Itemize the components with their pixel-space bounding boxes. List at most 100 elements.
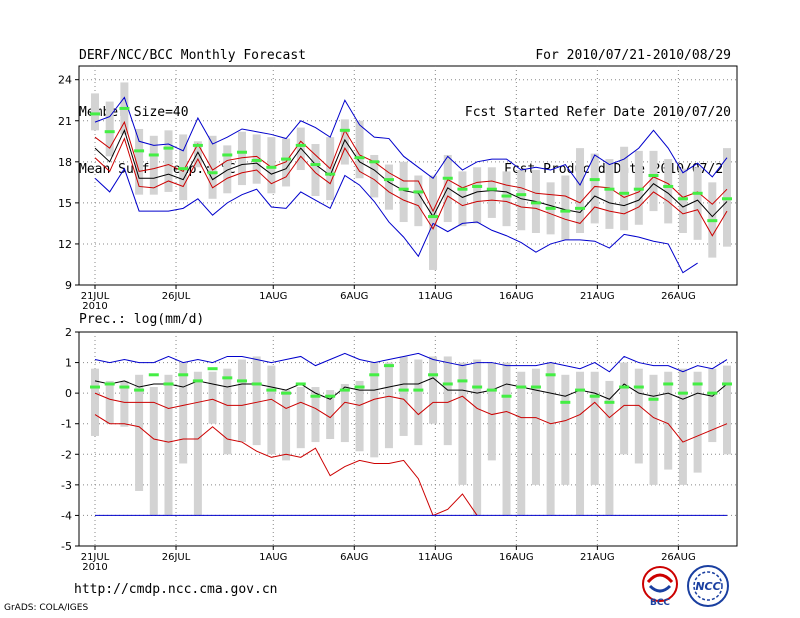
prec-member-box [487,362,496,461]
grads-credit: GrADS: COLA/IGES [4,603,89,613]
prec-xtick-label: 16AUG [499,552,534,563]
prec-member-box [105,380,114,424]
temp-ensemble-mean [94,128,728,218]
prec-member-box [384,362,393,449]
temp-member-box [590,153,599,224]
prec-ytick-label: -4 [61,509,72,522]
temp-member-box [135,128,144,195]
temp-member-box [576,148,585,233]
prec-frame [78,331,738,547]
prec-member-box [473,359,482,516]
temp-member-box [208,135,217,199]
prec-member-box [237,359,246,443]
prec-member-box [120,380,129,427]
prec-xtick-label: 1AUG [259,552,287,563]
temp-member-box [164,130,173,192]
prec-member-box [708,368,717,443]
prec-member-box [531,368,540,485]
temp-ytick-label: 21 [58,115,72,128]
prec-member-box [723,365,731,455]
prec-member-box [355,380,364,452]
prec-member-box [340,383,349,443]
prec-member-box [179,362,188,464]
temp-ytick-label: 12 [58,238,72,251]
chart-title: DERF/NCC/BCC Monthly Forecast [79,48,306,63]
temp-frame [78,65,738,286]
prec-member-box [576,371,585,516]
member-size-label: Member Size=40 [79,105,189,120]
temp-member-box [223,145,232,194]
ncc-logo-text: NCC [695,580,720,593]
prec-member-box [193,371,202,516]
prec-ytick-label: -5 [61,540,72,553]
start-refer-date: Fcst Started Refer Date 2010/07/20 [464,105,731,120]
prec-ensemble-mean [94,377,728,400]
prec-member-box [149,387,158,516]
temp-member-box [620,146,629,231]
temp-member-box [693,167,702,240]
prec-xtick-label: 11AUG [418,552,453,563]
prec-member-box [502,362,511,516]
temp-member-box [458,171,467,227]
prec-member-box [282,390,291,461]
temp-envelope-bottom [94,167,698,274]
prec-member-box [546,362,555,516]
temp-member-box [193,141,202,168]
temp-member-box [678,168,687,233]
prec-panel-title: Prec.: log(mm/d) [79,312,204,327]
temp-member-box [502,171,511,227]
bcc-logo-icon: BCC [642,566,678,608]
temp-member-box [473,167,482,224]
prec-member-box [458,362,467,485]
temp-xtick-label: 26AUG [661,291,696,302]
source-url[interactable]: http://cmdp.ncc.cma.gov.cn [74,582,278,597]
temp-member-box [414,175,423,227]
temp-ytick-label: 15 [58,197,72,210]
temp-member-box [370,154,379,198]
temp-member-box [517,170,526,231]
temp-year-label: 2010 [82,301,107,312]
temp-member-box [605,159,614,229]
prec-member-box [590,371,599,485]
prec-ytick-label: 1 [65,357,72,370]
temp-member-box [311,144,320,197]
temp-member-box [267,137,276,194]
prec-member-box [296,387,305,449]
prec-member-box [399,356,408,436]
prec-spread-high [94,392,728,443]
temp-xtick-label: 11AUG [418,291,453,302]
temp-member-box [237,131,246,186]
prec-member-box [517,371,526,516]
prec-member-box [223,368,232,455]
prec-ytick-label: 2 [65,326,72,339]
prec-member-box [620,362,629,455]
temp-member-box [399,161,408,223]
temp-member-box [384,164,393,210]
prec-xtick-label: 6AUG [340,552,368,563]
prec-envelope-top [94,352,728,373]
prec-ytick-label: -2 [61,448,72,461]
prec-member-box [208,371,217,424]
temp-xtick-label: 16AUG [499,291,534,302]
temp-xtick-label: 21JUL [81,291,110,302]
temp-member-box [355,120,364,179]
prec-member-box [414,359,423,446]
temp-envelope-top [94,96,728,187]
temp-member-box [282,138,291,187]
temp-member-box [429,175,438,270]
prec-member-box [678,368,687,485]
bcc-logo-text: BCC [650,598,670,608]
temp-member-box [561,175,570,240]
prec-member-box [164,374,173,516]
prec-member-box [443,356,452,446]
temp-xtick-label: 6AUG [340,291,368,302]
prec-member-box [370,362,379,458]
temp-xtick-label: 21AUG [580,291,615,302]
prec-member-box [326,390,335,439]
temp-spread-high [94,120,728,213]
prec-member-box [649,374,658,485]
prec-ytick-label: -3 [61,479,72,492]
logos: BCC NCC [642,565,729,608]
prec-year-label: 2010 [82,562,107,573]
